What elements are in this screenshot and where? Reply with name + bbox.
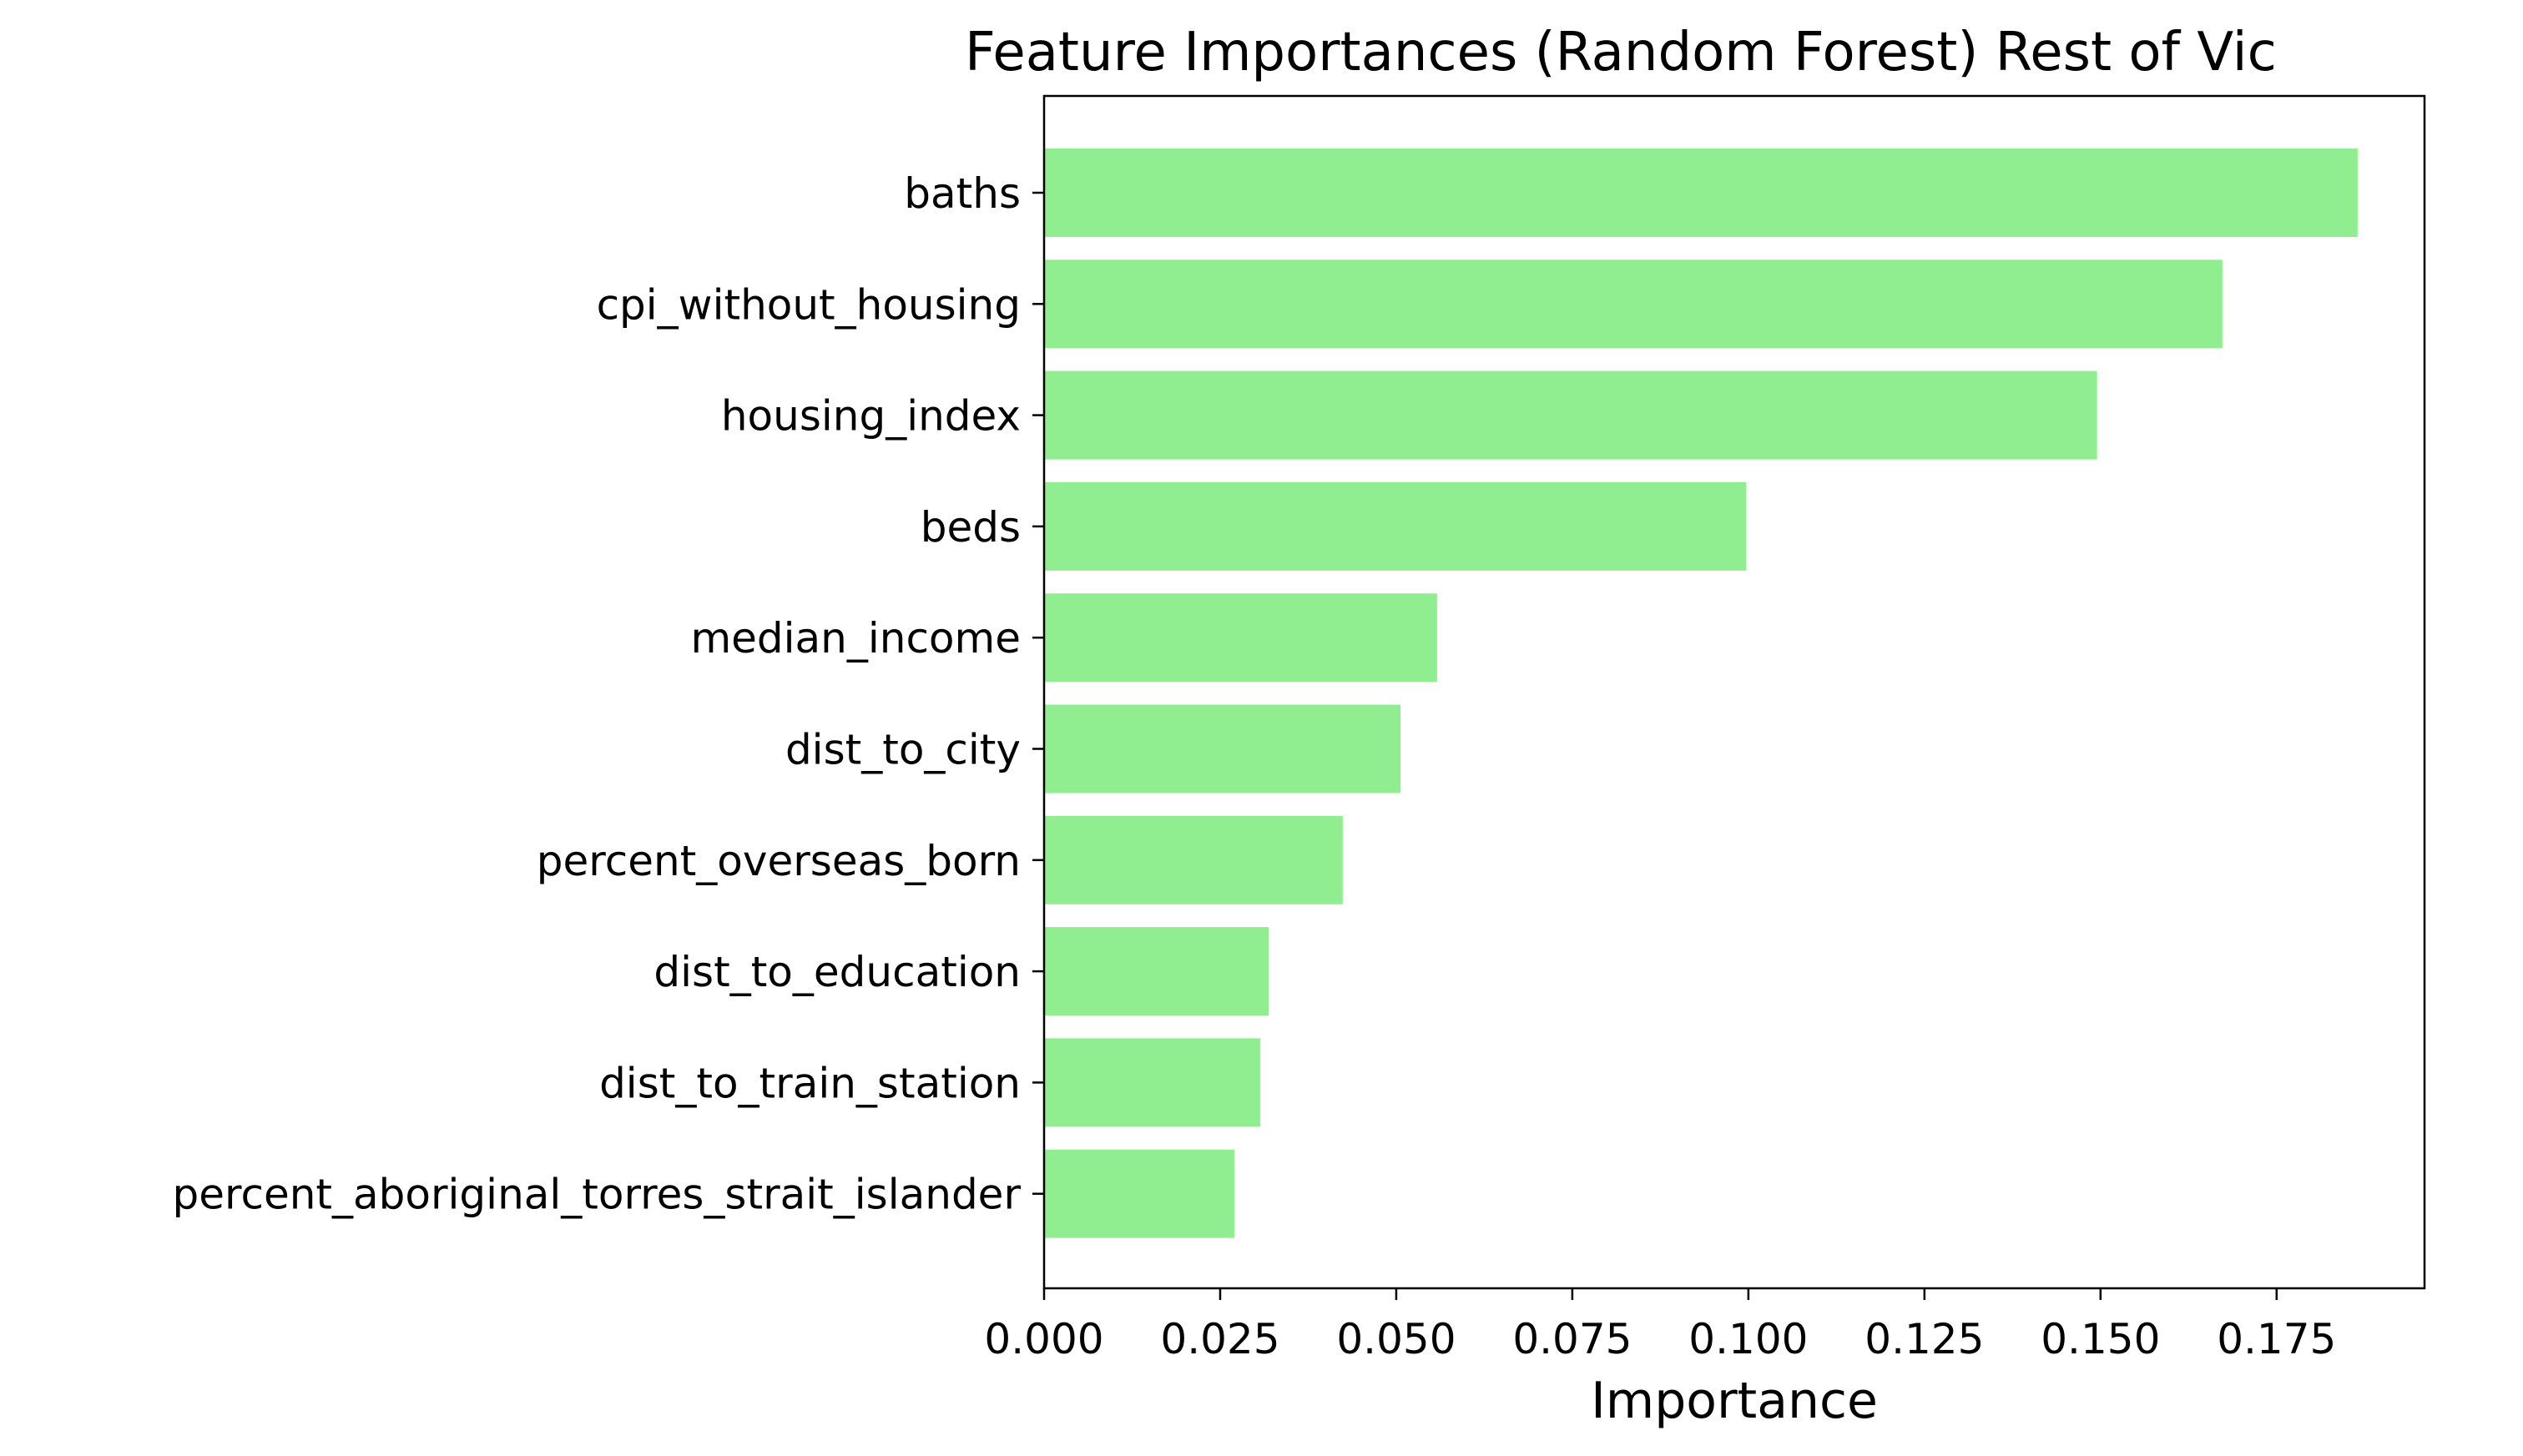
x-tick-label: 0.050 [1336, 1315, 1456, 1363]
x-axis-ticks: 0.000 0.025 0.050 0.075 0.100 0.125 0.150 0.175 [984, 1288, 2336, 1363]
y-tick-label: cpi_without_housing [597, 280, 1021, 329]
x-tick-label: 0.150 [2041, 1315, 2160, 1363]
y-axis-ticks: baths cpi_without_housing housing_indexbed… [173, 169, 1044, 1219]
bar-dist-to-train-station [1044, 1038, 1261, 1127]
y-tick-label: beds [921, 503, 1021, 552]
y-tick-label: baths [904, 169, 1021, 218]
x-tick-label: 0.100 [1688, 1315, 1808, 1363]
bar-dist-to-education [1044, 927, 1269, 1016]
chart-title: Feature Importances (Random Forest) Rest… [965, 22, 2277, 83]
x-axis-title: Importance [1591, 1372, 1878, 1430]
bar-percent-overseas-born [1044, 815, 1343, 904]
x-tick-label: 0.175 [2217, 1315, 2336, 1363]
bar-baths [1044, 149, 2358, 237]
y-tick-label: percent_overseas_born [537, 837, 1021, 885]
bar-beds [1044, 481, 1747, 571]
bar-dist-to-city [1044, 704, 1401, 793]
y-tick-label: dist_to_city [785, 726, 1021, 774]
plot-frame [1042, 94, 2426, 1290]
y-tick-label: median_income [690, 614, 1021, 663]
y-tick-label: percent_aboriginal_torres_strait_islande… [173, 1171, 1022, 1219]
bar-cpi-without-housing [1044, 259, 2223, 349]
bar-median-income [1044, 593, 1437, 683]
bars-group [1044, 149, 2358, 1238]
x-tick-label: 0.025 [1160, 1315, 1279, 1363]
y-tick-label: dist_to_train_station [599, 1059, 1021, 1107]
y-tick-label: dist_to_education [653, 948, 1021, 996]
x-tick-label: 0.075 [1512, 1315, 1632, 1363]
bar-percent-aboriginal-torres-strait-islander [1044, 1149, 1234, 1238]
bar-housing-index [1044, 370, 2097, 460]
x-tick-label: 0.000 [984, 1315, 1103, 1363]
y-tick-label: housing_index [721, 392, 1021, 441]
x-tick-label: 0.125 [1864, 1315, 1984, 1363]
